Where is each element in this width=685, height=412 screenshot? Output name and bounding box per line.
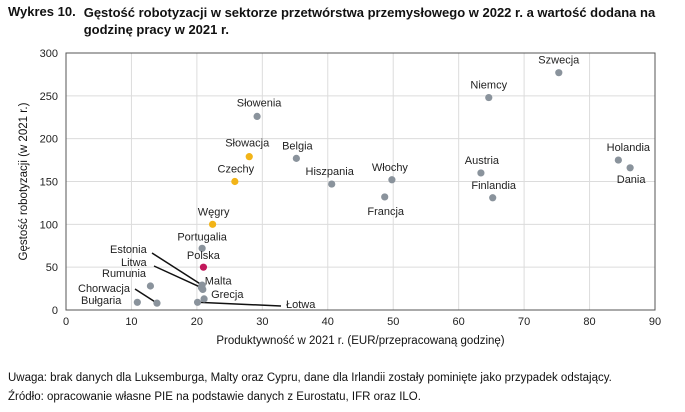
- point-label: Holandia: [607, 142, 651, 154]
- data-point: [626, 164, 634, 172]
- point-label: Węgry: [198, 206, 230, 218]
- y-tick-label: 50: [46, 262, 58, 274]
- data-point: [133, 298, 141, 306]
- point-label: Polska: [187, 250, 221, 262]
- point-label: Czechy: [218, 164, 255, 176]
- leader-line: [153, 265, 202, 289]
- leader-line: [197, 301, 282, 307]
- point-label: Malta: [205, 275, 233, 287]
- data-point: [193, 298, 202, 306]
- point-label: Słowenia: [237, 97, 283, 109]
- point-label: Portugalia: [177, 231, 227, 243]
- note-zrodlo: Źródło: opracowanie własne PIE na podsta…: [8, 391, 421, 403]
- point-label: Litwa: [121, 257, 148, 269]
- point-label: Słowacja: [225, 138, 270, 150]
- data-point: [146, 282, 155, 290]
- y-tick-label: 150: [40, 177, 58, 189]
- point-label: Włochy: [372, 162, 409, 174]
- data-point: [153, 299, 161, 307]
- y-tick-label: 100: [40, 219, 58, 231]
- x-tick-label: 20: [191, 316, 203, 328]
- point-label: Chorwacja: [78, 283, 131, 295]
- note-uwaga: Uwaga: brak danych dla Luksemburga, Malt…: [8, 372, 612, 384]
- data-point: [381, 193, 389, 201]
- leader-line: [134, 288, 158, 304]
- point-label: Finlandia: [471, 180, 517, 192]
- x-tick-label: 30: [256, 316, 268, 328]
- point-label: Bułgaria: [81, 295, 122, 307]
- leader-line: [151, 252, 203, 286]
- point-label: Hiszpania: [306, 166, 355, 178]
- data-point: [245, 153, 253, 161]
- data-point: [489, 194, 497, 202]
- figure-number: Wykres 10.: [8, 4, 76, 19]
- data-point: [199, 285, 207, 294]
- point-label: Belgia: [282, 140, 313, 152]
- point-label: Dania: [617, 174, 647, 186]
- point-label: Grecja: [211, 289, 244, 301]
- data-point: [388, 176, 396, 184]
- y-tick-label: 300: [40, 48, 58, 60]
- data-point: [200, 295, 208, 303]
- data-point: [485, 93, 493, 102]
- data-point: [208, 220, 217, 228]
- x-tick-label: 50: [387, 316, 399, 328]
- figure-title-text: Gęstość robotyzacji w sektorze przetwórs…: [83, 5, 656, 37]
- data-point: [328, 180, 336, 188]
- x-tick-label: 10: [125, 316, 137, 328]
- figure-title: Wykres 10. Gęstość robotyzacji w sektorz…: [8, 4, 680, 38]
- x-tick-label: 60: [453, 316, 465, 328]
- point-label: Francja: [367, 206, 405, 218]
- x-tick-label: 40: [322, 316, 334, 328]
- data-point: [477, 169, 485, 177]
- data-point: [555, 69, 563, 77]
- point-label: Estonia: [110, 244, 148, 256]
- data-point: [614, 156, 622, 164]
- plot-frame: [65, 52, 656, 311]
- x-tick-label: 80: [583, 316, 595, 328]
- x-tick-label: 0: [63, 316, 69, 328]
- y-axis-label: Gęstość robotyzacji (w 2021 r.): [18, 102, 30, 260]
- point-label: Łotwa: [286, 299, 316, 311]
- y-tick-label: 200: [40, 134, 58, 146]
- data-point: [198, 244, 206, 252]
- x-tick-label: 90: [649, 316, 661, 328]
- point-label: Niemcy: [470, 80, 507, 92]
- point-label: Rumunia: [102, 268, 147, 280]
- y-tick-label: 250: [40, 91, 58, 103]
- x-axis-label: Produktywność w 2021 r. (EUR/przepracowa…: [216, 335, 504, 347]
- data-point: [199, 263, 208, 271]
- data-point: [231, 177, 239, 186]
- point-label: Austria: [465, 155, 500, 167]
- data-point: [292, 154, 300, 162]
- y-tick-label: 0: [52, 305, 58, 317]
- x-tick-label: 70: [518, 316, 530, 328]
- scatter-chart: 0 50 100 150 200 250 300 0 10 20 30 40 50 60 70 80 90 Pro…: [18, 48, 661, 347]
- point-label: Szwecja: [538, 55, 580, 67]
- data-point: [253, 112, 261, 120]
